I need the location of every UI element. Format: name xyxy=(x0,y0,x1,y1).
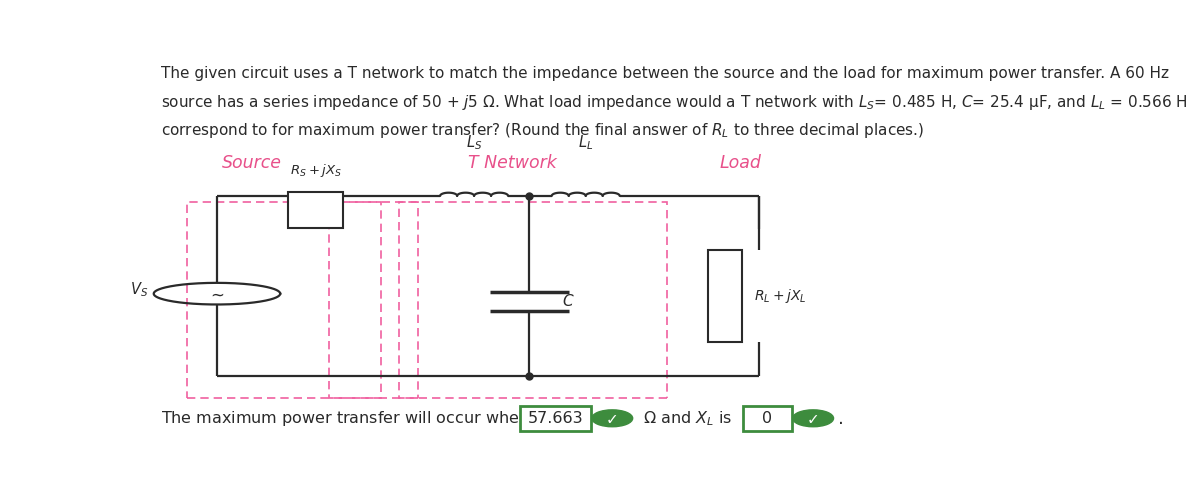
Text: $R_S + jX_S$: $R_S + jX_S$ xyxy=(289,162,342,179)
Text: $V_S$: $V_S$ xyxy=(130,280,148,299)
Bar xyxy=(329,202,667,398)
Text: 0: 0 xyxy=(762,411,773,426)
Text: The given circuit uses a T network to match the impedance between the source and: The given circuit uses a T network to ma… xyxy=(161,66,1169,81)
Bar xyxy=(288,192,343,229)
Text: ✓: ✓ xyxy=(806,412,820,427)
Text: Ω and $X_L$ is: Ω and $X_L$ is xyxy=(638,409,732,428)
Text: $R_L + jX_L$: $R_L + jX_L$ xyxy=(754,286,806,305)
Text: .: . xyxy=(839,409,844,428)
FancyBboxPatch shape xyxy=(743,406,792,431)
Circle shape xyxy=(793,410,834,427)
Bar xyxy=(187,202,380,398)
Bar xyxy=(400,202,418,398)
Text: 57.663: 57.663 xyxy=(528,411,583,426)
Text: Load: Load xyxy=(720,154,762,172)
Text: $C$: $C$ xyxy=(562,293,575,309)
Text: Source: Source xyxy=(222,154,282,172)
FancyBboxPatch shape xyxy=(520,406,590,431)
Circle shape xyxy=(592,410,632,427)
Text: $L_L$: $L_L$ xyxy=(578,133,593,152)
Text: ~: ~ xyxy=(210,286,224,305)
Text: $L_S$: $L_S$ xyxy=(466,133,482,152)
Text: source has a series impedance of 50 + $j$5 Ω. What load impedance would a T netw: source has a series impedance of 50 + $j… xyxy=(161,93,1188,112)
Text: correspond to for maximum power transfer? (Round the final answer of $R_L$ to th: correspond to for maximum power transfer… xyxy=(161,121,924,140)
Text: T Network: T Network xyxy=(468,154,557,172)
Bar xyxy=(708,249,743,342)
Text: The maximum power transfer will occur when $R_L$ is: The maximum power transfer will occur wh… xyxy=(161,409,570,428)
Text: ✓: ✓ xyxy=(606,412,618,427)
